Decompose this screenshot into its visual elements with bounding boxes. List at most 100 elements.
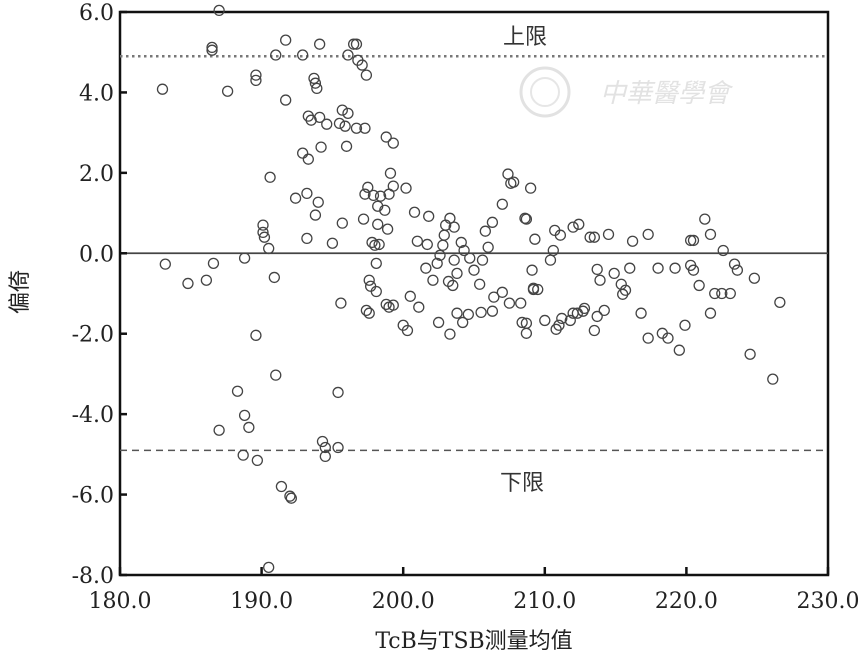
- data-point: [356, 59, 368, 71]
- data-point: [363, 307, 375, 319]
- x-tick-label: 210.0: [513, 589, 576, 614]
- data-point: [251, 454, 264, 467]
- data-point: [577, 305, 589, 317]
- data-point: [423, 210, 435, 222]
- data-point: [387, 137, 399, 149]
- data-point: [268, 271, 280, 284]
- data-point: [486, 216, 499, 228]
- data-point: [360, 69, 373, 81]
- data-point: [669, 262, 681, 274]
- lower-limit-label: 下限: [500, 471, 544, 496]
- data-point: [421, 238, 433, 251]
- data-point: [427, 274, 439, 286]
- data-point: [257, 226, 269, 239]
- data-point: [336, 104, 348, 116]
- data-point: [475, 306, 487, 319]
- data-point: [366, 236, 378, 249]
- data-point: [280, 94, 292, 106]
- x-tick-label: 230.0: [797, 589, 860, 614]
- data-point: [496, 286, 508, 298]
- data-point: [519, 212, 531, 224]
- data-point: [532, 283, 544, 296]
- data-point: [314, 111, 326, 124]
- data-point: [301, 232, 313, 245]
- data-point: [520, 327, 533, 339]
- data-point: [289, 192, 302, 204]
- data-point: [709, 287, 721, 300]
- x-tick-label: 180.0: [89, 589, 152, 614]
- data-point: [774, 296, 786, 308]
- data-point: [250, 329, 262, 341]
- data-point: [431, 257, 443, 269]
- data-point: [507, 176, 520, 188]
- data-point: [731, 264, 744, 276]
- watermark-text: 中華醫學會: [600, 79, 734, 109]
- data-point: [270, 369, 282, 381]
- x-tick-label: 200.0: [372, 589, 435, 614]
- y-tick-label: 0.0: [79, 242, 114, 267]
- data-point: [447, 279, 459, 292]
- data-point: [372, 218, 384, 230]
- data-point: [464, 252, 476, 264]
- y-axis-title: 偏倚: [8, 270, 33, 314]
- data-point: [526, 264, 538, 276]
- data-point: [374, 190, 387, 202]
- data-point: [237, 449, 249, 461]
- data-point: [336, 217, 348, 229]
- data-point: [309, 77, 322, 89]
- data-point: [476, 254, 489, 266]
- data-point: [408, 206, 421, 218]
- data-point: [315, 141, 327, 153]
- data-point: [342, 49, 354, 61]
- data-point: [619, 284, 632, 296]
- data-point: [438, 229, 450, 241]
- data-point: [404, 290, 416, 302]
- data-point: [564, 314, 576, 327]
- data-point: [420, 262, 432, 274]
- data-point: [716, 287, 728, 300]
- data-point: [243, 421, 255, 434]
- data-point: [457, 316, 469, 329]
- data-point: [462, 308, 474, 321]
- data-point: [588, 324, 601, 337]
- data-point: [693, 279, 705, 292]
- data-point: [624, 262, 636, 274]
- data-point: [451, 307, 463, 319]
- data-point: [444, 212, 456, 224]
- y-tick-label: 4.0: [79, 81, 114, 106]
- data-point: [200, 274, 213, 286]
- data-point: [496, 198, 508, 210]
- data-point: [411, 235, 424, 247]
- data-point: [367, 189, 380, 202]
- watermark-logo: 中華醫學會: [519, 66, 734, 118]
- data-point: [379, 204, 391, 216]
- data-point: [451, 267, 463, 280]
- data-point: [380, 298, 392, 311]
- data-point: [312, 196, 324, 208]
- y-tick-label: -8.0: [72, 564, 114, 589]
- data-point: [724, 287, 736, 300]
- data-point: [332, 386, 344, 399]
- y-tick-label: 2.0: [79, 162, 114, 187]
- data-point: [626, 235, 639, 247]
- data-point: [767, 373, 779, 385]
- data-point: [359, 188, 371, 200]
- data-point: [529, 233, 541, 245]
- data-point: [527, 282, 540, 294]
- data-point: [448, 221, 460, 233]
- data-point: [231, 385, 244, 397]
- data-point: [326, 237, 339, 249]
- data-point: [448, 254, 460, 266]
- data-point: [598, 304, 610, 317]
- data-point: [635, 307, 647, 319]
- data-point: [319, 441, 331, 454]
- upper-limit-label: 上限: [503, 25, 547, 50]
- data-point: [280, 34, 292, 46]
- data-point: [515, 297, 527, 309]
- data-point: [652, 262, 664, 274]
- data-point: [488, 291, 500, 303]
- data-point: [263, 242, 275, 255]
- data-point: [591, 310, 603, 323]
- data-point: [308, 72, 320, 85]
- data-point: [213, 4, 225, 17]
